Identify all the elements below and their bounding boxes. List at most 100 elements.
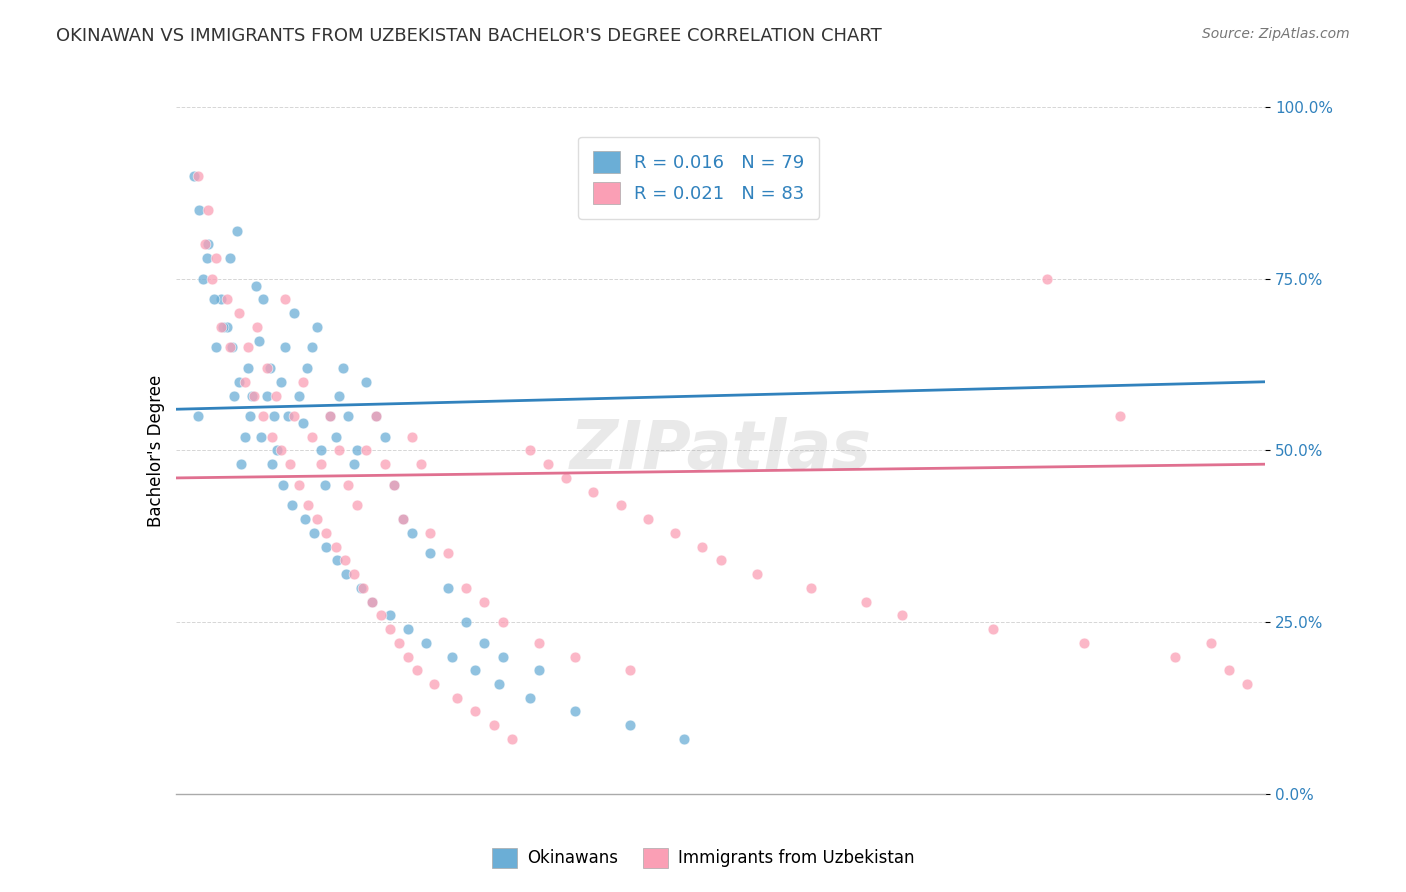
Point <box>215 319 238 334</box>
Point <box>319 409 342 424</box>
Point <box>582 484 605 499</box>
Point <box>209 319 232 334</box>
Point <box>664 525 686 540</box>
Point <box>1199 636 1222 650</box>
Point <box>333 553 356 567</box>
Point <box>415 636 437 650</box>
Point <box>307 512 329 526</box>
Point <box>564 705 586 719</box>
Point <box>1236 677 1258 691</box>
Point <box>233 430 256 444</box>
Point <box>492 649 515 664</box>
Point <box>252 409 274 424</box>
Point <box>314 478 336 492</box>
Point <box>259 361 281 376</box>
Point <box>396 649 419 664</box>
Point <box>891 608 914 623</box>
Point <box>337 409 360 424</box>
Point <box>474 594 496 608</box>
Point <box>233 375 256 389</box>
Point <box>396 622 419 636</box>
Point <box>352 581 374 595</box>
Point <box>370 608 392 623</box>
Point <box>319 409 342 424</box>
Point <box>204 251 226 265</box>
Point <box>283 409 305 424</box>
Point <box>243 388 266 402</box>
Point <box>186 169 209 183</box>
Point <box>343 567 366 582</box>
Text: OKINAWAN VS IMMIGRANTS FROM UZBEKISTAN BACHELOR'S DEGREE CORRELATION CHART: OKINAWAN VS IMMIGRANTS FROM UZBEKISTAN B… <box>56 27 882 45</box>
Point <box>239 409 262 424</box>
Point <box>406 663 429 677</box>
Point <box>325 430 347 444</box>
Point <box>673 731 696 746</box>
Point <box>222 388 245 402</box>
Point <box>488 677 510 691</box>
Point <box>291 375 314 389</box>
Point <box>437 581 460 595</box>
Point <box>537 457 560 471</box>
Point <box>197 237 219 252</box>
Point <box>183 169 205 183</box>
Text: ZIPatlas: ZIPatlas <box>569 417 872 483</box>
Point <box>219 340 242 354</box>
Point <box>194 237 217 252</box>
Point <box>346 499 368 513</box>
Point <box>301 340 323 354</box>
Point <box>325 540 347 554</box>
Point <box>281 499 304 513</box>
Point <box>195 251 218 265</box>
Point <box>440 649 463 664</box>
Point <box>288 478 311 492</box>
Point <box>474 636 496 650</box>
Point <box>201 271 224 285</box>
Point <box>186 409 209 424</box>
Point <box>256 361 278 376</box>
Point <box>264 388 287 402</box>
Point <box>456 581 478 595</box>
Point <box>401 525 423 540</box>
Point <box>464 663 486 677</box>
Point <box>309 443 332 458</box>
Point <box>374 430 396 444</box>
Point <box>263 409 285 424</box>
Point <box>555 471 578 485</box>
Point <box>437 546 460 561</box>
Point <box>252 293 274 307</box>
Point <box>294 512 316 526</box>
Point <box>364 409 387 424</box>
Point <box>228 306 250 320</box>
Point <box>240 388 263 402</box>
Point <box>250 430 273 444</box>
Point <box>266 443 288 458</box>
Point <box>745 567 768 582</box>
Point <box>378 622 401 636</box>
Point <box>422 677 444 691</box>
Point <box>391 512 413 526</box>
Point <box>277 409 299 424</box>
Point <box>315 540 337 554</box>
Point <box>202 293 225 307</box>
Point <box>309 457 332 471</box>
Point <box>215 293 238 307</box>
Point <box>260 430 283 444</box>
Point <box>283 306 305 320</box>
Point <box>270 443 292 458</box>
Point <box>221 340 243 354</box>
Point <box>519 690 541 705</box>
Point <box>231 457 253 471</box>
Point <box>274 293 297 307</box>
Point <box>378 608 401 623</box>
Point <box>501 731 523 746</box>
Point <box>326 553 349 567</box>
Point <box>270 375 292 389</box>
Point <box>271 478 294 492</box>
Point <box>1218 663 1240 677</box>
Point <box>409 457 432 471</box>
Point <box>343 457 366 471</box>
Point <box>301 430 323 444</box>
Point <box>256 388 278 402</box>
Point <box>1073 636 1095 650</box>
Point <box>609 499 631 513</box>
